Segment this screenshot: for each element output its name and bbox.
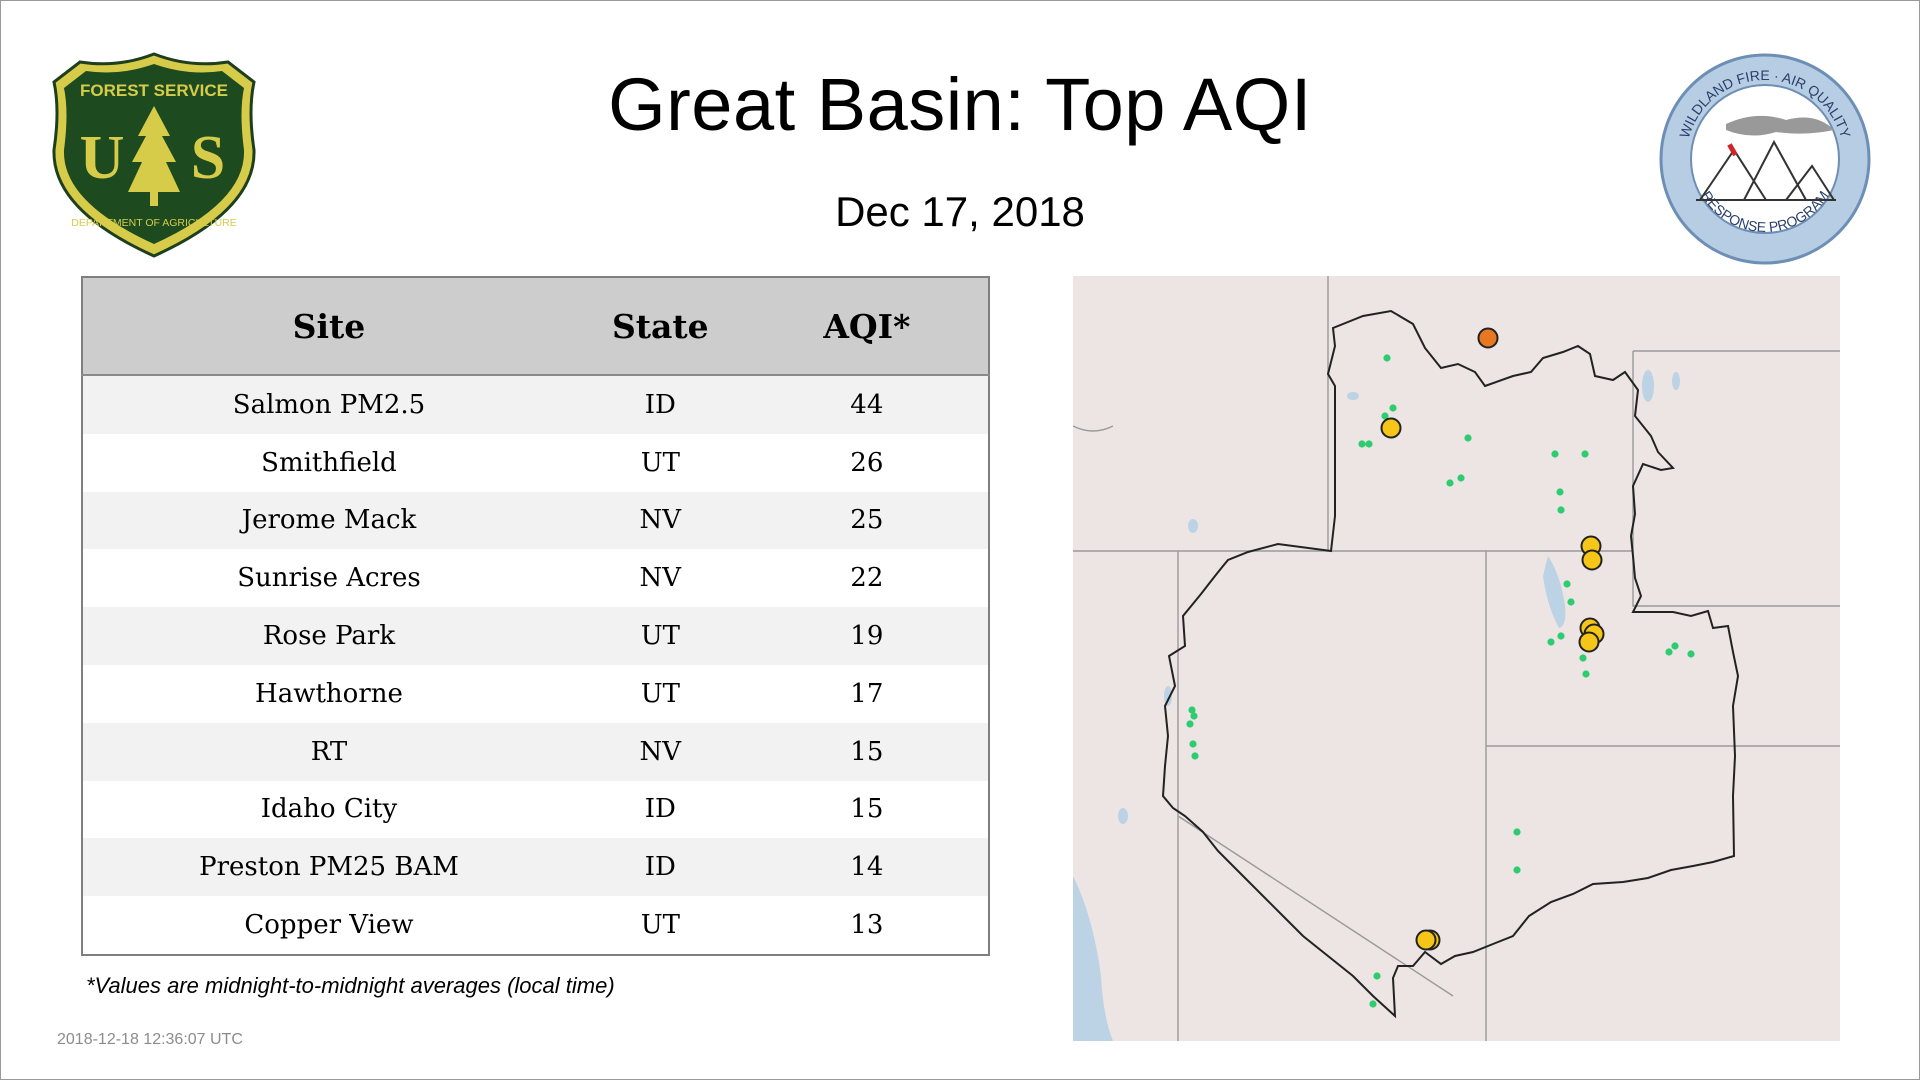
aqi-marker-good [1190, 712, 1198, 720]
cell-aqi: 44 [745, 375, 989, 434]
cell-state: UT [574, 664, 746, 723]
aqi-marker-good [1582, 670, 1590, 678]
aqi-marker-moderate [1578, 631, 1600, 653]
aqi-marker-good [1551, 450, 1559, 458]
cell-site: RT [82, 722, 575, 781]
cell-site: Jerome Mack [82, 491, 575, 550]
aqi-marker-good [1557, 506, 1565, 514]
aqi-marker-good [1358, 440, 1366, 448]
aqi-marker-moderate [1380, 417, 1402, 439]
aqi-marker-good [1556, 488, 1564, 496]
aqi-marker-moderate [1581, 549, 1603, 571]
ocean-area [1073, 876, 1113, 1041]
table-row: Jerome Mack NV 25 [82, 491, 989, 550]
table-row: RT NV 15 [82, 722, 989, 781]
aqi-marker-good [1457, 474, 1465, 482]
cell-aqi: 25 [745, 491, 989, 550]
aqi-marker-usg [1477, 327, 1499, 349]
aqi-marker-good [1191, 752, 1199, 760]
wildland-fire-logo: WILDLAND FIRE · AIR QUALITY RESPONSE PRO… [1659, 53, 1871, 265]
cell-aqi: 22 [745, 549, 989, 608]
logo-letter-s: S [191, 124, 225, 192]
cell-site: Copper View [82, 896, 575, 955]
cell-site: Hawthorne [82, 664, 575, 723]
header-state: State [574, 277, 746, 376]
logo-bottom-text: DEPARTMENT OF AGRICULTURE [71, 217, 237, 229]
cell-state: ID [574, 780, 746, 839]
table-row: Salmon PM2.5 ID 44 [82, 375, 989, 434]
timestamp: 2018-12-18 12:36:07 UTC [57, 1031, 243, 1048]
table-row: Smithfield UT 26 [82, 433, 989, 492]
cell-state: ID [574, 838, 746, 897]
aqi-marker-good [1365, 440, 1373, 448]
aqi-marker-good [1557, 632, 1565, 640]
aqi-marker-good [1567, 598, 1575, 606]
header-aqi: AQI* [745, 277, 989, 376]
aqi-marker-good [1189, 740, 1197, 748]
aqi-marker-good [1579, 654, 1587, 662]
aqi-marker-good [1186, 720, 1194, 728]
aqi-marker-moderate [1415, 929, 1437, 951]
cell-site: Smithfield [82, 433, 575, 492]
aqi-table: Site State AQI* Salmon PM2.5 ID 44 Smithfi… [81, 276, 990, 956]
forest-service-logo: FOREST SERVICE U S DEPARTMENT OF AGRICUL… [52, 52, 256, 258]
cell-state: UT [574, 896, 746, 955]
fire-flag-icon [1727, 143, 1738, 157]
cell-aqi: 14 [745, 838, 989, 897]
cell-aqi: 15 [745, 722, 989, 781]
aqi-marker-good [1389, 404, 1397, 412]
cell-aqi: 19 [745, 607, 989, 665]
pine-tree-icon [128, 106, 180, 206]
cell-site: Preston PM25 BAM [82, 838, 575, 897]
cell-state: UT [574, 607, 746, 665]
footnote: *Values are midnight-to-midnight average… [86, 973, 615, 998]
logo-letter-u: U [80, 124, 125, 192]
great-basin-map [1073, 276, 1840, 1041]
table-row: Sunrise Acres NV 22 [82, 549, 989, 608]
logo-top-text: FOREST SERVICE [80, 81, 228, 100]
map-background [1073, 276, 1840, 1041]
cell-state: NV [574, 722, 746, 781]
aqi-markers [1186, 327, 1695, 1008]
aqi-marker-good [1671, 642, 1679, 650]
aqi-marker-good [1563, 580, 1571, 588]
cell-aqi: 15 [745, 780, 989, 839]
aqi-marker-good [1665, 648, 1673, 656]
cell-aqi: 26 [745, 433, 989, 492]
table-row: Rose Park UT 19 [82, 607, 989, 665]
lakes [1118, 370, 1680, 824]
cell-site: Sunrise Acres [82, 549, 575, 608]
aqi-marker-good [1513, 828, 1521, 836]
aqi-marker-good [1381, 412, 1389, 420]
cell-site: Salmon PM2.5 [82, 375, 575, 434]
cell-aqi: 13 [745, 896, 989, 955]
table-row: Preston PM25 BAM ID 14 [82, 838, 989, 897]
cell-state: ID [574, 375, 746, 434]
cell-site: Rose Park [82, 607, 575, 665]
aqi-marker-good [1581, 450, 1589, 458]
cell-state: UT [574, 433, 746, 492]
aqi-marker-good [1513, 866, 1521, 874]
aqi-marker-good [1446, 479, 1454, 487]
page-title: Great Basin: Top AQI [608, 63, 1312, 146]
aqi-marker-good [1464, 434, 1472, 442]
cell-site: Idaho City [82, 780, 575, 839]
aqi-marker-good [1383, 354, 1391, 362]
table-row: Idaho City ID 15 [82, 780, 989, 839]
cell-state: NV [574, 491, 746, 550]
aqi-marker-good [1369, 1000, 1377, 1008]
table-row: Copper View UT 13 [82, 896, 989, 955]
aqi-marker-good [1687, 650, 1695, 658]
aqi-marker-good [1188, 706, 1196, 714]
cell-aqi: 17 [745, 664, 989, 723]
region-outline [1161, 309, 1740, 1019]
header-site: Site [82, 277, 575, 376]
table-row: Hawthorne UT 17 [82, 664, 989, 723]
page-date: Dec 17, 2018 [835, 188, 1085, 235]
table-header-row: Site State AQI* [82, 277, 989, 376]
aqi-marker-good [1373, 972, 1381, 980]
smoke-icon [1726, 115, 1834, 136]
aqi-marker-good [1547, 638, 1555, 646]
cell-state: NV [574, 549, 746, 608]
